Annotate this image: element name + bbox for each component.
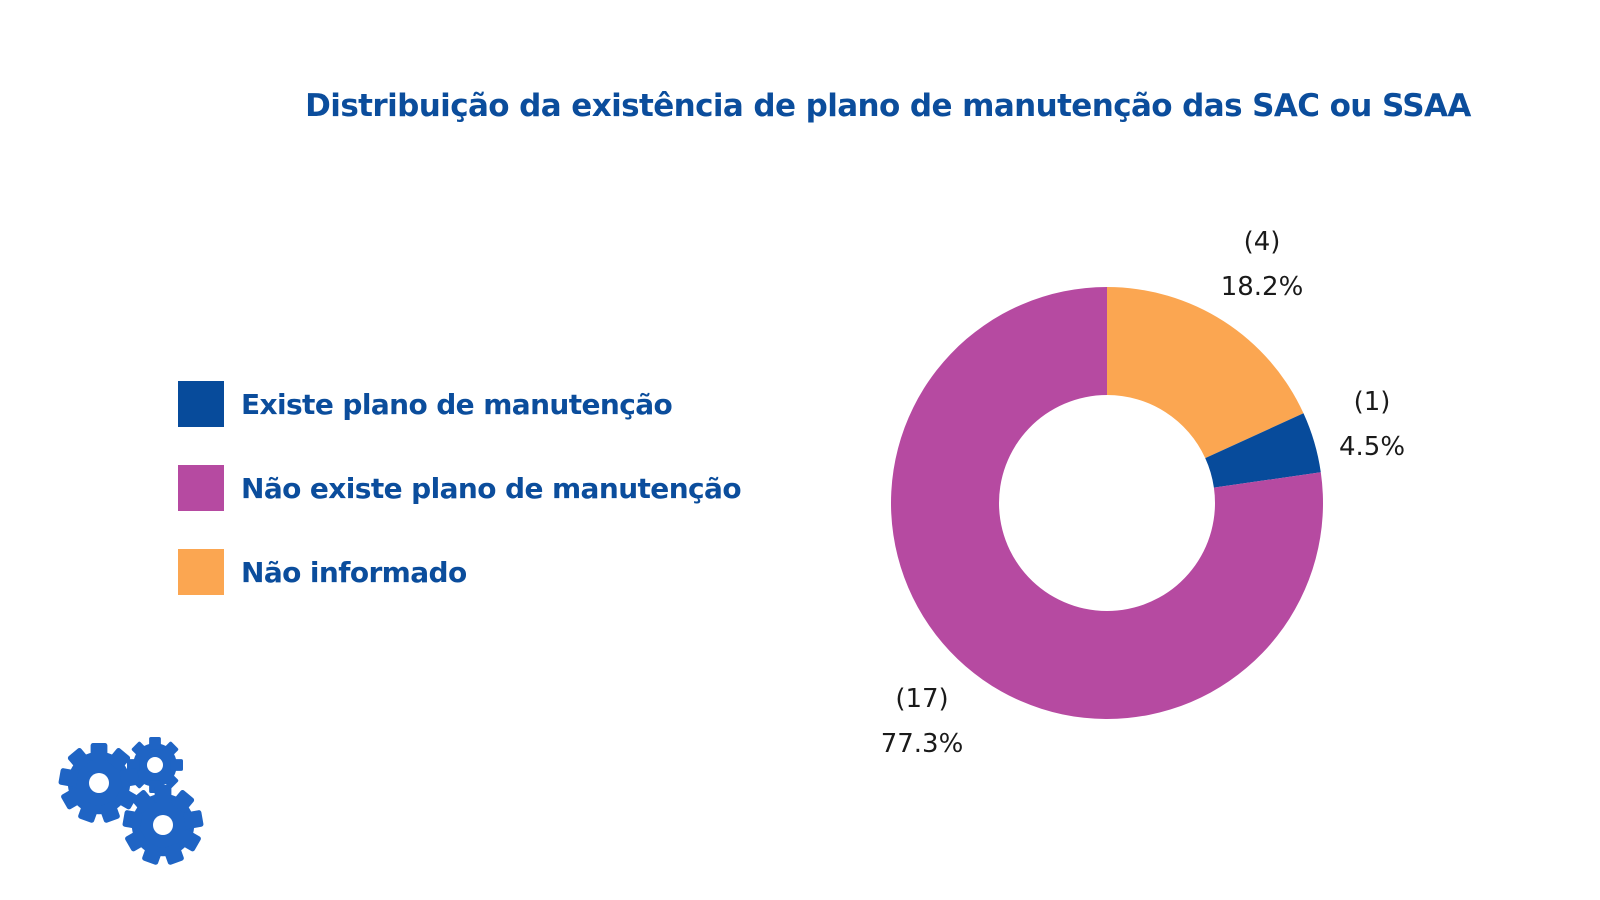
legend-label-nao-informado: Não informado bbox=[241, 555, 467, 589]
slice-percent-label-0: 18.2% bbox=[1221, 272, 1304, 302]
legend-item-nao-informado: Não informado bbox=[178, 548, 467, 596]
slice-count-label-2: (17) bbox=[895, 684, 948, 714]
legend-label-nao-existe: Não existe plano de manutenção bbox=[241, 471, 742, 505]
donut-slice-0 bbox=[1107, 287, 1304, 459]
legend-item-existe: Existe plano de manutenção bbox=[178, 380, 673, 428]
legend-swatch-existe bbox=[178, 381, 224, 427]
slice-percent-label-2: 77.3% bbox=[881, 729, 964, 759]
chart-title: Distribuição da existência de plano de m… bbox=[305, 88, 1471, 124]
gear-small-icon bbox=[127, 737, 183, 793]
slice-percent-label-1: 4.5% bbox=[1339, 432, 1405, 462]
gear-bottom-icon bbox=[122, 785, 204, 865]
donut-slice-2 bbox=[890, 287, 1323, 720]
slice-count-label-0: (4) bbox=[1244, 227, 1281, 257]
legend-swatch-nao-informado bbox=[178, 549, 224, 595]
donut-slice-1 bbox=[1205, 413, 1321, 488]
legend-swatch-nao-existe bbox=[178, 465, 224, 511]
slice-count-label-1: (1) bbox=[1354, 387, 1391, 417]
legend-label-existe: Existe plano de manutenção bbox=[241, 387, 673, 421]
gear-left-icon bbox=[58, 743, 140, 823]
legend-item-nao-existe: Não existe plano de manutenção bbox=[178, 464, 742, 512]
gears-icon bbox=[58, 737, 204, 865]
